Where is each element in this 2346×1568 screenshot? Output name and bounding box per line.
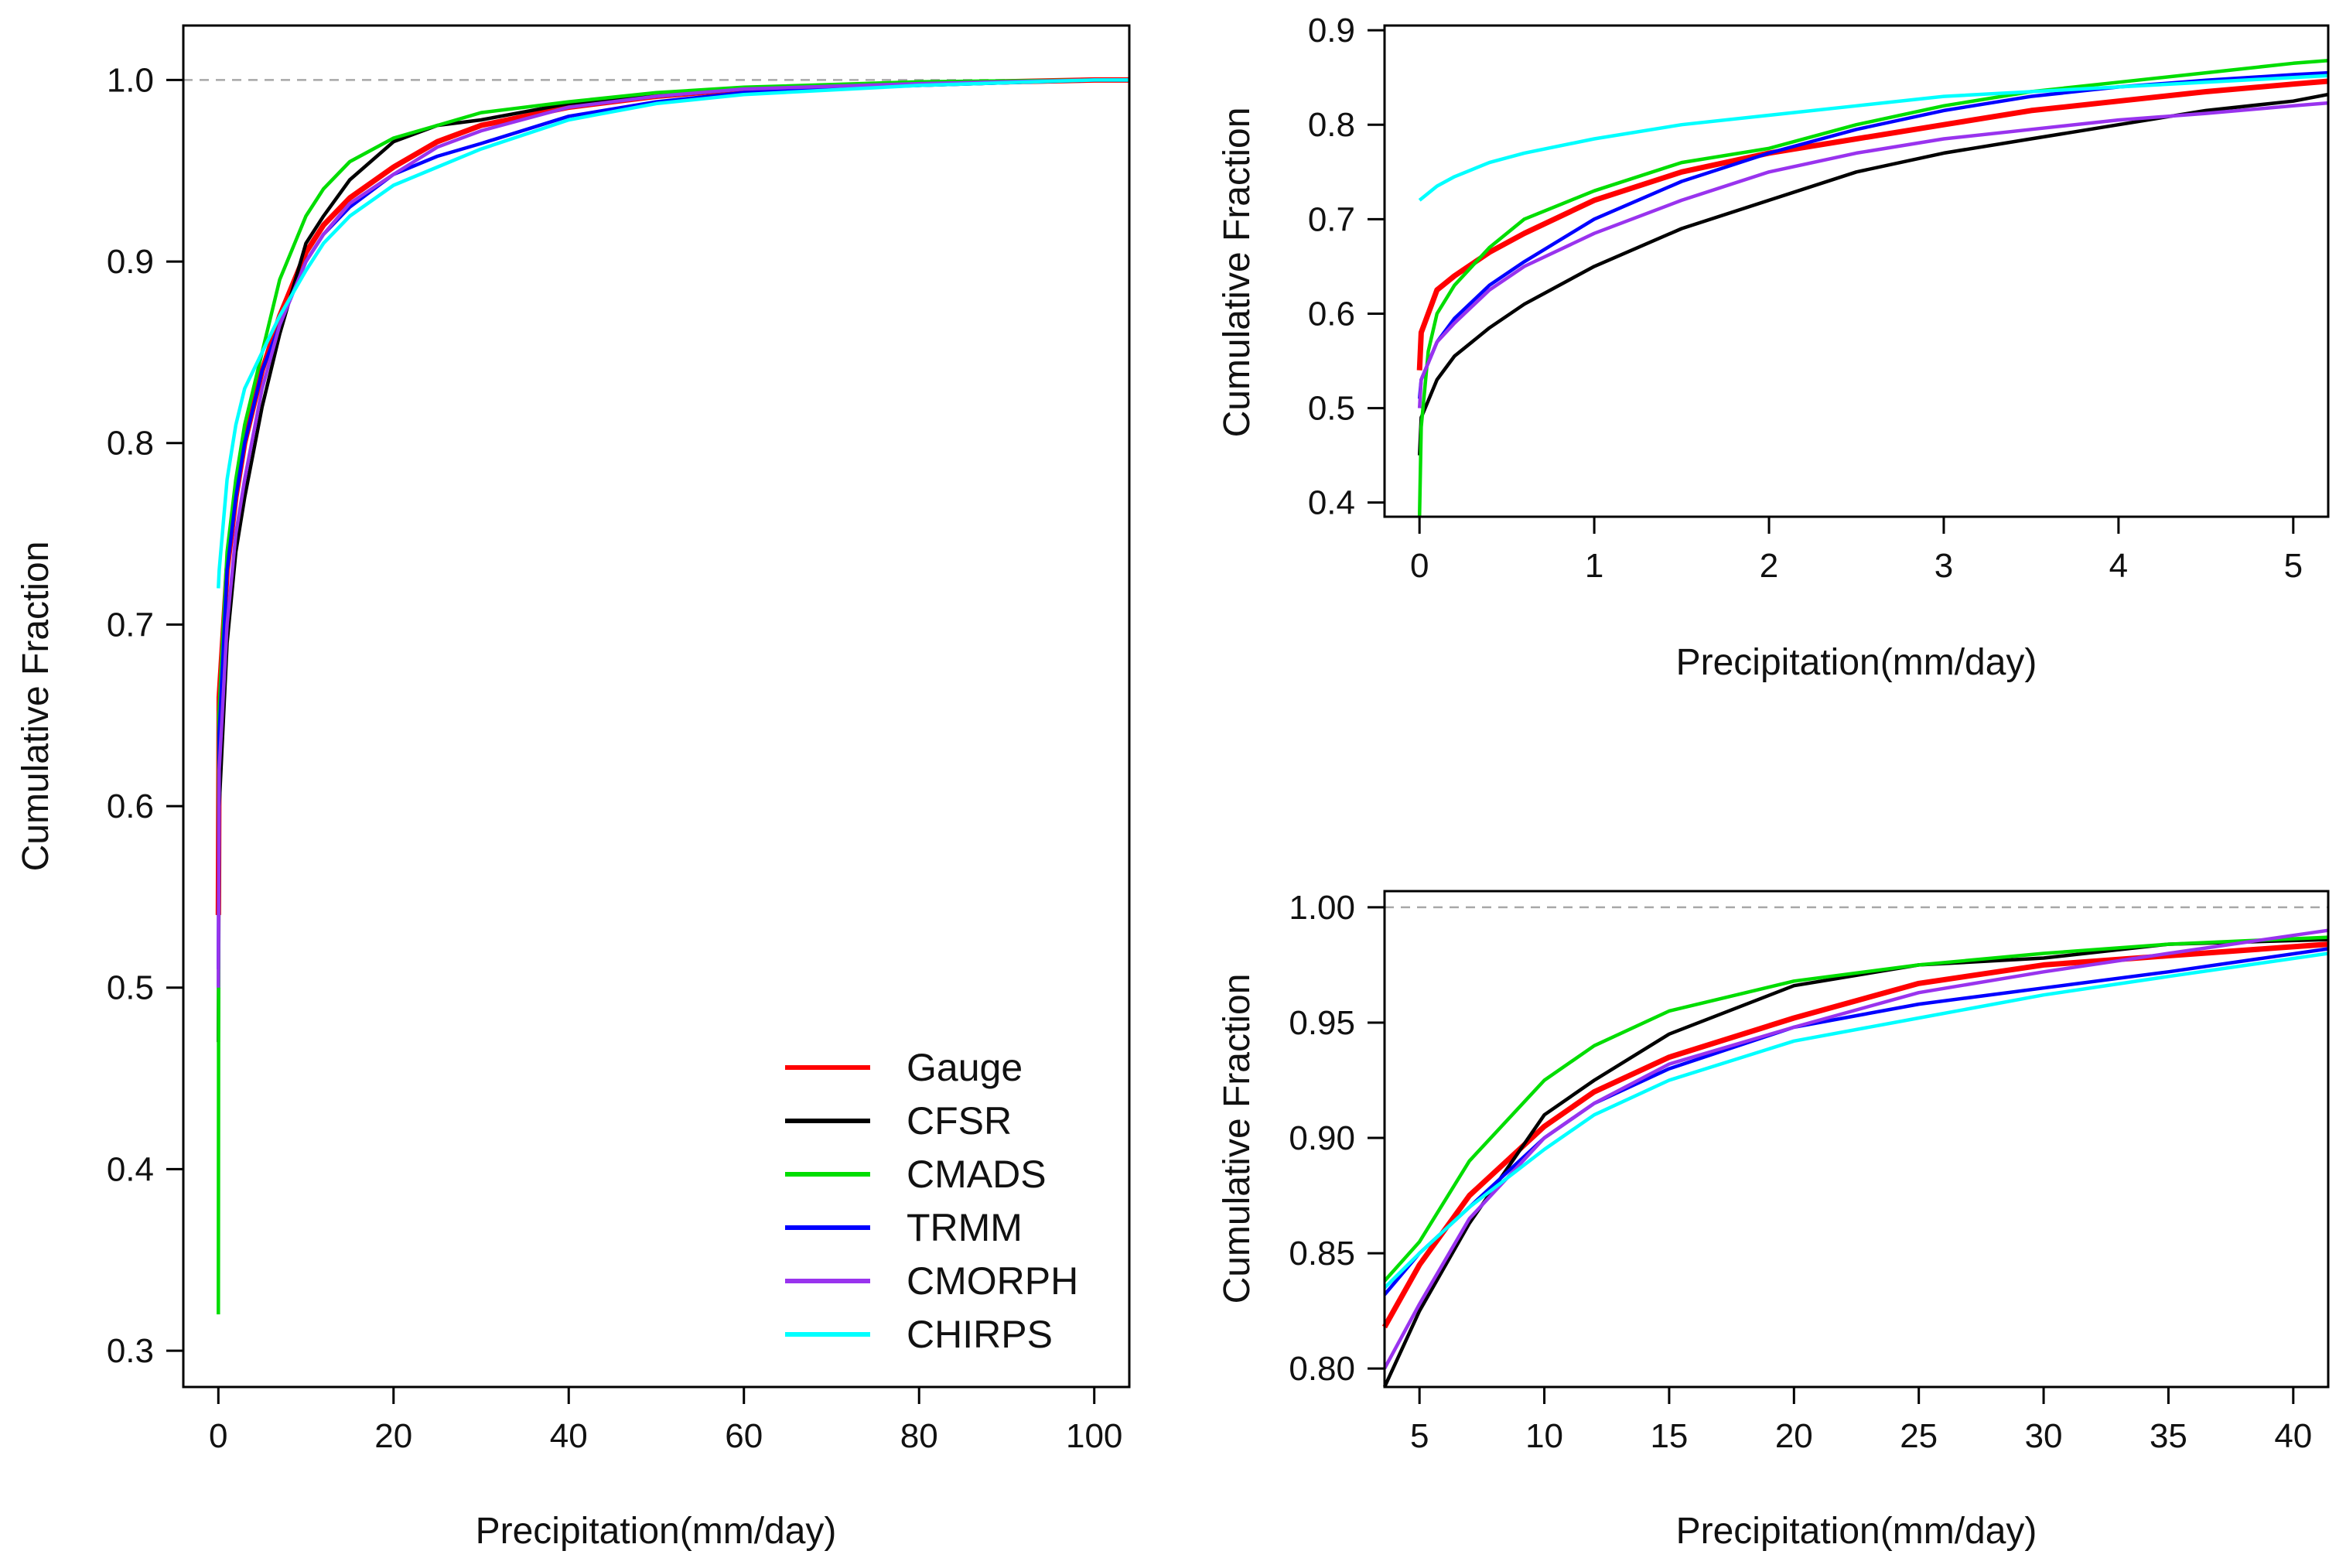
x-tick-label: 100: [1066, 1417, 1122, 1455]
legend-label-cmads: CMADS: [907, 1153, 1047, 1196]
series-line-chirps: [217, 78, 1129, 589]
y-tick-label: 1.00: [1289, 889, 1355, 927]
series-layer: [1381, 928, 2329, 1388]
y-tick-label: 0.9: [1308, 12, 1355, 50]
series-line-cfsr: [1382, 938, 2329, 1388]
y-tick-label: 0.8: [1308, 106, 1355, 144]
legend-label-chirps: CHIRPS: [907, 1313, 1053, 1356]
legend: Gauge CFSR CMADS TRMM CMORPH CHIRPS: [785, 1046, 1078, 1356]
x-axis: 0 20 40 60 80 100: [209, 1387, 1122, 1455]
x-axis: 5 10 15 20 25 30 35 40: [1410, 1387, 2312, 1455]
series-line-cfsr: [217, 78, 1129, 1043]
plot-frame: [1383, 24, 2330, 518]
series-layer: [1416, 58, 2329, 518]
y-tick-label: 0.7: [1308, 200, 1355, 238]
plot-frame: [182, 24, 1131, 1389]
legend-label-trmm: TRMM: [907, 1206, 1023, 1249]
y-tick-label: 0.6: [107, 787, 154, 825]
y-tick-label: 0.85: [1289, 1235, 1355, 1273]
x-tick-label: 5: [1410, 1417, 1429, 1455]
series-line-cmorph: [217, 78, 1129, 988]
y-tick-label: 0.6: [1308, 295, 1355, 333]
legend-label-gauge: Gauge: [907, 1046, 1023, 1089]
x-axis-label: Precipitation(mm/day): [476, 1511, 837, 1552]
y-axis-label: Cumulative Fraction: [15, 541, 56, 872]
y-tick-label: 0.95: [1289, 1004, 1355, 1042]
x-axis: 0 1 2 3 4 5: [1410, 517, 2303, 585]
x-tick-label: 40: [550, 1417, 588, 1455]
x-tick-label: 80: [900, 1417, 938, 1455]
x-tick-label: 20: [374, 1417, 412, 1455]
y-tick-label: 0.90: [1289, 1119, 1355, 1157]
series-line-gauge: [1381, 941, 2329, 1329]
y-axis: 0.4 0.5 0.6 0.7 0.8 0.9: [1308, 12, 1385, 522]
y-axis: 0.3 0.4 0.5 0.6 0.7 0.8 0.9 1.0: [107, 61, 183, 1370]
series-line-cmads: [217, 78, 1129, 1315]
x-tick-label: 10: [1525, 1417, 1563, 1455]
series-line-cmads: [1417, 58, 2329, 518]
y-tick-label: 0.8: [107, 425, 154, 463]
series-line-trmm: [217, 78, 1129, 970]
x-tick-label: 30: [2025, 1417, 2063, 1455]
y-tick-label: 0.5: [107, 969, 154, 1007]
y-axis-label: Cumulative Fraction: [1217, 108, 1258, 438]
y-tick-label: 0.80: [1289, 1350, 1355, 1388]
panel-bottom-right-zoom: 5 10 15 20 25 30 35 40 0.80 0.85 0.90 0.95 1.00 Pre…: [1217, 889, 2330, 1552]
x-tick-label: 60: [725, 1417, 763, 1455]
series-line-gauge: [1416, 78, 2329, 371]
y-tick-label: 0.5: [1308, 390, 1355, 428]
x-tick-label: 3: [1935, 547, 1953, 585]
panel-top-right-zoom: 0 1 2 3 4 5 0.4 0.5 0.6 0.7 0.8 0.9 Precipitation(…: [1217, 12, 2330, 683]
x-axis-label: Precipitation(mm/day): [1676, 642, 2037, 683]
x-tick-label: 0: [209, 1417, 227, 1455]
x-tick-label: 4: [2109, 547, 2128, 585]
x-tick-label: 5: [2284, 547, 2303, 585]
legend-label-cfsr: CFSR: [907, 1099, 1012, 1143]
legend-label-cmorph: CMORPH: [907, 1259, 1078, 1303]
x-axis-label: Precipitation(mm/day): [1676, 1511, 2037, 1552]
x-tick-label: 25: [1900, 1417, 1938, 1455]
y-tick-label: 0.4: [107, 1150, 154, 1188]
series-line-chirps: [1418, 73, 2329, 202]
series-line-chirps: [1383, 951, 2329, 1290]
x-tick-label: 20: [1775, 1417, 1813, 1455]
series-line-cmorph: [1383, 928, 2329, 1370]
y-axis: 0.80 0.85 0.90 0.95 1.00: [1289, 889, 1385, 1388]
y-tick-label: 0.7: [107, 606, 154, 644]
y-tick-label: 0.9: [107, 243, 154, 281]
series-layer: [215, 77, 1129, 1315]
x-tick-label: 15: [1650, 1417, 1688, 1455]
x-tick-label: 0: [1410, 547, 1429, 585]
y-tick-label: 0.4: [1308, 484, 1355, 522]
x-tick-label: 35: [2150, 1417, 2187, 1455]
y-axis-label: Cumulative Fraction: [1217, 974, 1258, 1304]
panel-left-full-range: 0 20 40 60 80 100 0.3 0.4 0.5 0.6 0.7 0.8 0.9 1.0 Pr…: [15, 24, 1131, 1552]
x-tick-label: 40: [2274, 1417, 2312, 1455]
x-tick-label: 2: [1760, 547, 1778, 585]
series-line-cmads: [1383, 935, 2329, 1283]
y-tick-label: 0.3: [107, 1332, 154, 1370]
series-line-cmorph: [1417, 101, 2329, 408]
y-tick-label: 1.0: [107, 61, 154, 99]
x-tick-label: 1: [1585, 547, 1603, 585]
